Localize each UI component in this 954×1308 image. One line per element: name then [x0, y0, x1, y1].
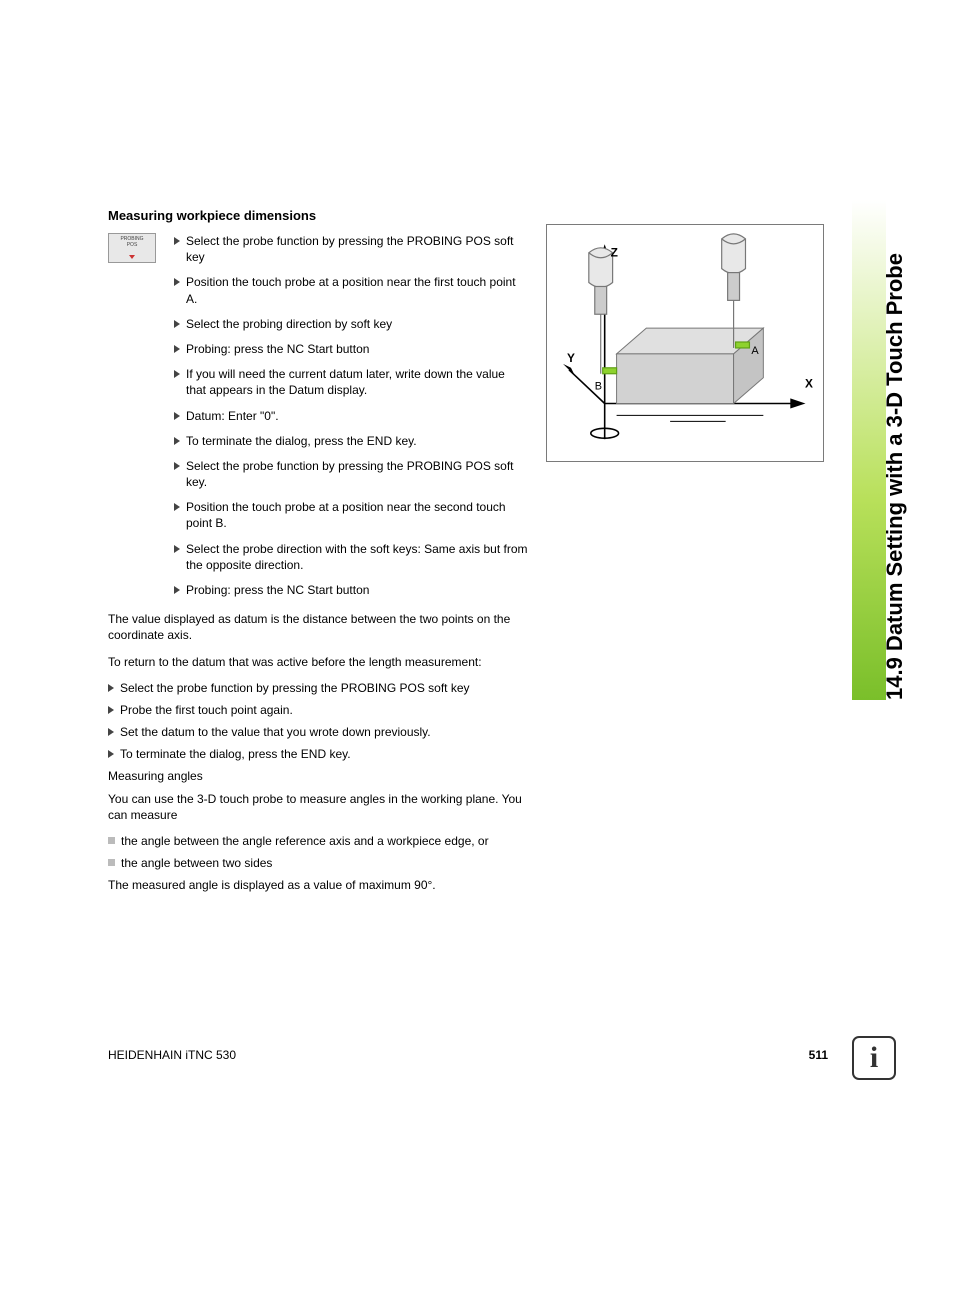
svg-text:A: A: [751, 345, 759, 357]
paragraph: The measured angle is displayed as a val…: [108, 877, 528, 893]
square-bullet-icon: [108, 859, 115, 866]
step-text: Select the probe function by pressing th…: [120, 680, 470, 696]
section-heading: Measuring workpiece dimensions: [108, 208, 828, 223]
step-text: To terminate the dialog, press the END k…: [186, 433, 417, 449]
section-title-vertical: 14.9 Datum Setting with a 3-D Touch Prob…: [882, 200, 908, 700]
step-text: Select the probing direction by soft key: [186, 316, 392, 332]
step-item: Select the probing direction by soft key: [174, 316, 528, 332]
paragraph: You can use the 3-D touch probe to measu…: [108, 791, 528, 823]
page-footer: HEIDENHAIN iTNC 530 511: [108, 1048, 828, 1062]
step-text: Position the touch probe at a position n…: [186, 499, 528, 531]
step-text: Select the probe function by pressing th…: [186, 458, 528, 490]
step-item: Select the probe function by pressing th…: [174, 233, 528, 265]
footer-product-name: HEIDENHAIN iTNC 530: [108, 1048, 236, 1062]
step-arrow-icon: [174, 545, 180, 553]
step-item: Select the probe function by pressing th…: [108, 680, 528, 696]
bullet-text: the angle between two sides: [121, 855, 272, 871]
info-icon: i: [852, 1036, 896, 1080]
steps-primary-list: Select the probe function by pressing th…: [174, 233, 528, 607]
step-arrow-icon: [174, 462, 180, 470]
left-column: PROBINGPOS Select the probe function by …: [108, 233, 528, 893]
step-arrow-icon: [108, 750, 114, 758]
step-text: If you will need the current datum later…: [186, 366, 528, 398]
step-arrow-icon: [174, 237, 180, 245]
step-item: Probing: press the NC Start button: [174, 582, 528, 598]
side-tab-gradient: [852, 200, 886, 700]
step-arrow-icon: [174, 586, 180, 594]
step-arrow-icon: [174, 437, 180, 445]
step-item: Probe the first touch point again.: [108, 702, 528, 718]
step-text: Set the datum to the value that you wrot…: [120, 724, 431, 740]
svg-text:Z: Z: [611, 246, 618, 260]
step-text: Probing: press the NC Start button: [186, 582, 369, 598]
step-item: Select the probe function by pressing th…: [174, 458, 528, 490]
step-arrow-icon: [174, 370, 180, 378]
svg-text:B: B: [595, 381, 602, 393]
probing-pos-softkey-icon: PROBINGPOS: [108, 233, 156, 263]
bullet-text: the angle between the angle reference ax…: [121, 833, 489, 849]
step-item: Set the datum to the value that you wrot…: [108, 724, 528, 740]
step-item: If you will need the current datum later…: [174, 366, 528, 398]
svg-text:X: X: [805, 377, 813, 391]
step-arrow-icon: [174, 412, 180, 420]
step-item: Position the touch probe at a position n…: [174, 499, 528, 531]
step-item: To terminate the dialog, press the END k…: [108, 746, 528, 762]
square-bullet-item: the angle between two sides: [108, 855, 528, 871]
square-bullet-list: the angle between the angle reference ax…: [108, 833, 528, 871]
step-item: To terminate the dialog, press the END k…: [174, 433, 528, 449]
step-arrow-icon: [174, 345, 180, 353]
step-text: Datum: Enter "0".: [186, 408, 279, 424]
probe-diagram: Z Y X A B: [546, 224, 824, 462]
step-arrow-icon: [174, 278, 180, 286]
step-item: Datum: Enter "0".: [174, 408, 528, 424]
step-item: Probing: press the NC Start button: [174, 341, 528, 357]
paragraph: To return to the datum that was active b…: [108, 654, 528, 670]
step-text: Select the probe function by pressing th…: [186, 233, 528, 265]
paragraph: The value displayed as datum is the dist…: [108, 611, 528, 643]
step-arrow-icon: [174, 503, 180, 511]
step-item: Position the touch probe at a position n…: [174, 274, 528, 306]
softkey-row: PROBINGPOS Select the probe function by …: [108, 233, 528, 607]
page-number: 511: [809, 1048, 828, 1062]
svg-text:Y: Y: [567, 351, 575, 365]
step-arrow-icon: [108, 706, 114, 714]
step-arrow-icon: [108, 728, 114, 736]
step-arrow-icon: [108, 684, 114, 692]
square-bullet-icon: [108, 837, 115, 844]
step-text: Probe the first touch point again.: [120, 702, 293, 718]
square-bullet-item: the angle between the angle reference ax…: [108, 833, 528, 849]
step-text: Select the probe direction with the soft…: [186, 541, 528, 573]
step-text: Probing: press the NC Start button: [186, 341, 369, 357]
sub-heading: Measuring angles: [108, 769, 528, 783]
step-arrow-icon: [174, 320, 180, 328]
step-text: Position the touch probe at a position n…: [186, 274, 528, 306]
steps-return-list: Select the probe function by pressing th…: [108, 680, 528, 763]
step-item: Select the probe direction with the soft…: [174, 541, 528, 573]
step-text: To terminate the dialog, press the END k…: [120, 746, 351, 762]
